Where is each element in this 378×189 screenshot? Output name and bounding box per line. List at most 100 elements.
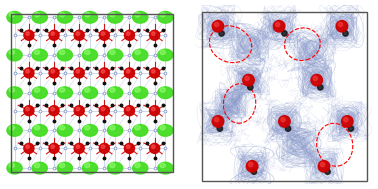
Ellipse shape xyxy=(85,50,90,55)
Ellipse shape xyxy=(9,12,14,17)
Ellipse shape xyxy=(158,87,173,98)
Circle shape xyxy=(212,116,224,127)
Ellipse shape xyxy=(59,88,65,92)
Ellipse shape xyxy=(9,50,14,55)
Ellipse shape xyxy=(7,87,22,98)
Ellipse shape xyxy=(59,125,65,130)
Circle shape xyxy=(49,106,59,116)
Ellipse shape xyxy=(82,87,98,98)
Circle shape xyxy=(342,116,353,127)
Ellipse shape xyxy=(133,162,148,174)
Circle shape xyxy=(348,126,353,131)
Circle shape xyxy=(276,22,280,27)
Circle shape xyxy=(344,118,348,122)
Circle shape xyxy=(51,32,54,35)
Ellipse shape xyxy=(133,12,148,23)
Circle shape xyxy=(124,143,135,153)
Circle shape xyxy=(126,70,130,73)
Circle shape xyxy=(336,21,348,32)
Ellipse shape xyxy=(32,87,47,98)
Circle shape xyxy=(26,70,29,73)
Ellipse shape xyxy=(59,163,65,168)
Ellipse shape xyxy=(32,12,47,23)
Circle shape xyxy=(51,70,54,73)
Circle shape xyxy=(76,32,80,35)
Circle shape xyxy=(219,31,224,36)
Circle shape xyxy=(101,32,105,35)
Ellipse shape xyxy=(7,162,22,174)
Ellipse shape xyxy=(135,50,140,55)
Ellipse shape xyxy=(9,125,14,130)
Circle shape xyxy=(251,169,257,174)
Circle shape xyxy=(74,30,84,40)
Ellipse shape xyxy=(107,49,123,61)
Ellipse shape xyxy=(110,12,115,17)
Circle shape xyxy=(343,31,348,36)
Circle shape xyxy=(101,70,105,73)
Circle shape xyxy=(51,107,54,111)
Ellipse shape xyxy=(57,87,73,98)
Circle shape xyxy=(152,107,155,111)
Ellipse shape xyxy=(158,125,173,136)
Circle shape xyxy=(126,107,130,111)
Ellipse shape xyxy=(135,125,140,130)
Circle shape xyxy=(101,145,105,149)
Circle shape xyxy=(273,21,285,32)
Ellipse shape xyxy=(110,50,115,55)
Ellipse shape xyxy=(57,125,73,136)
Circle shape xyxy=(49,143,59,153)
Circle shape xyxy=(320,162,325,167)
Circle shape xyxy=(212,21,224,32)
Bar xyxy=(11,14,172,172)
Circle shape xyxy=(74,143,84,153)
Circle shape xyxy=(217,126,223,131)
Ellipse shape xyxy=(158,12,173,23)
Ellipse shape xyxy=(9,88,14,92)
Ellipse shape xyxy=(34,125,40,130)
Ellipse shape xyxy=(82,162,98,174)
Ellipse shape xyxy=(133,49,148,61)
Circle shape xyxy=(282,31,287,36)
Ellipse shape xyxy=(57,49,73,61)
Ellipse shape xyxy=(160,12,166,17)
Ellipse shape xyxy=(135,12,140,17)
Circle shape xyxy=(214,22,219,27)
Ellipse shape xyxy=(160,125,166,130)
Ellipse shape xyxy=(135,88,140,92)
Circle shape xyxy=(124,30,135,40)
Circle shape xyxy=(76,145,80,149)
Ellipse shape xyxy=(57,162,73,174)
Ellipse shape xyxy=(7,125,22,136)
Ellipse shape xyxy=(110,163,115,168)
Circle shape xyxy=(26,32,29,35)
Ellipse shape xyxy=(107,12,123,23)
Ellipse shape xyxy=(158,162,173,174)
Ellipse shape xyxy=(34,88,40,92)
Circle shape xyxy=(124,68,135,78)
Circle shape xyxy=(325,169,330,174)
Circle shape xyxy=(101,107,105,111)
Ellipse shape xyxy=(57,12,73,23)
Ellipse shape xyxy=(110,88,115,92)
Circle shape xyxy=(152,145,155,149)
Circle shape xyxy=(76,70,80,73)
Ellipse shape xyxy=(110,125,115,130)
Ellipse shape xyxy=(135,163,140,168)
Circle shape xyxy=(245,76,249,81)
Circle shape xyxy=(126,32,130,35)
Circle shape xyxy=(150,30,160,40)
Circle shape xyxy=(99,68,109,78)
Ellipse shape xyxy=(59,12,65,17)
Circle shape xyxy=(214,118,219,122)
Circle shape xyxy=(150,143,160,153)
Ellipse shape xyxy=(107,125,123,136)
Circle shape xyxy=(74,106,84,116)
Ellipse shape xyxy=(133,125,148,136)
Circle shape xyxy=(24,30,34,40)
Circle shape xyxy=(99,143,109,153)
Circle shape xyxy=(311,74,322,86)
Circle shape xyxy=(150,106,160,116)
Ellipse shape xyxy=(85,163,90,168)
Ellipse shape xyxy=(7,49,22,61)
Circle shape xyxy=(124,106,135,116)
